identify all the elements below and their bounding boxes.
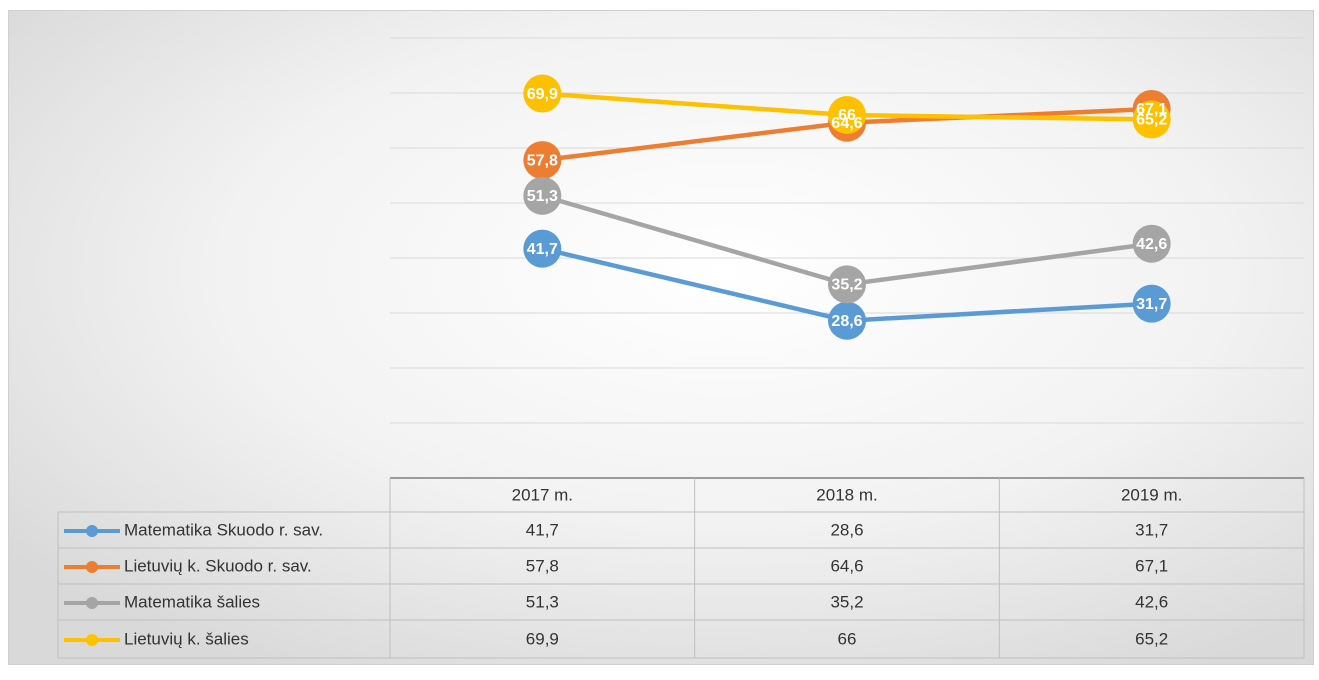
data-label: 64,6 [831, 115, 862, 132]
legend-key-marker [86, 525, 98, 537]
data-label: 35,2 [831, 277, 862, 294]
legend-key-marker [86, 597, 98, 609]
data-marker [1132, 224, 1171, 263]
table-cell: 35,2 [830, 592, 863, 611]
x-tick-label: 2019 m. [1121, 485, 1182, 504]
table-cell: 67,1 [1135, 556, 1168, 575]
x-tick-label: 2017 m. [512, 485, 573, 504]
data-label: 57,8 [527, 152, 558, 169]
table-cell: 28,6 [830, 520, 863, 539]
data-marker [523, 141, 562, 180]
data-marker [828, 301, 866, 340]
data-label: 67,1 [1136, 101, 1167, 118]
table-cell: 57,8 [526, 556, 559, 575]
legend-label: Matematika šalies [124, 592, 260, 611]
data-marker [1132, 100, 1171, 139]
data-marker [523, 176, 562, 215]
x-tick-label: 2018 m. [816, 485, 877, 504]
table-cell: 65,2 [1135, 629, 1168, 648]
table-cell: 31,7 [1135, 520, 1168, 539]
table-cell: 41,7 [526, 520, 559, 539]
table-cell: 64,6 [830, 556, 863, 575]
data-marker [1132, 284, 1171, 323]
data-label: 65,2 [1136, 112, 1167, 129]
data-label: 51,3 [527, 188, 558, 205]
legend-label: Lietuvių k. Skuodo r. sav. [124, 556, 312, 575]
data-label: 69,9 [527, 86, 558, 103]
legend-key-marker [86, 561, 98, 573]
legend-key-marker [86, 634, 98, 646]
data-label: 41,7 [527, 241, 558, 258]
legend-label: Lietuvių k. šalies [124, 629, 249, 648]
data-marker [828, 96, 866, 134]
data-label: 66 [838, 107, 856, 124]
data-marker [523, 74, 562, 113]
table-cell: 69,9 [526, 629, 559, 648]
table-cell: 66 [838, 629, 857, 648]
legend-label: Matematika Skuodo r. sav. [124, 520, 323, 539]
data-label: 31,7 [1136, 296, 1167, 313]
data-marker [523, 229, 562, 268]
table-cell: 42,6 [1135, 592, 1168, 611]
data-label: 28,6 [831, 313, 862, 330]
data-marker [828, 265, 866, 304]
data-label: 42,6 [1136, 236, 1167, 253]
table-cell: 51,3 [526, 592, 559, 611]
